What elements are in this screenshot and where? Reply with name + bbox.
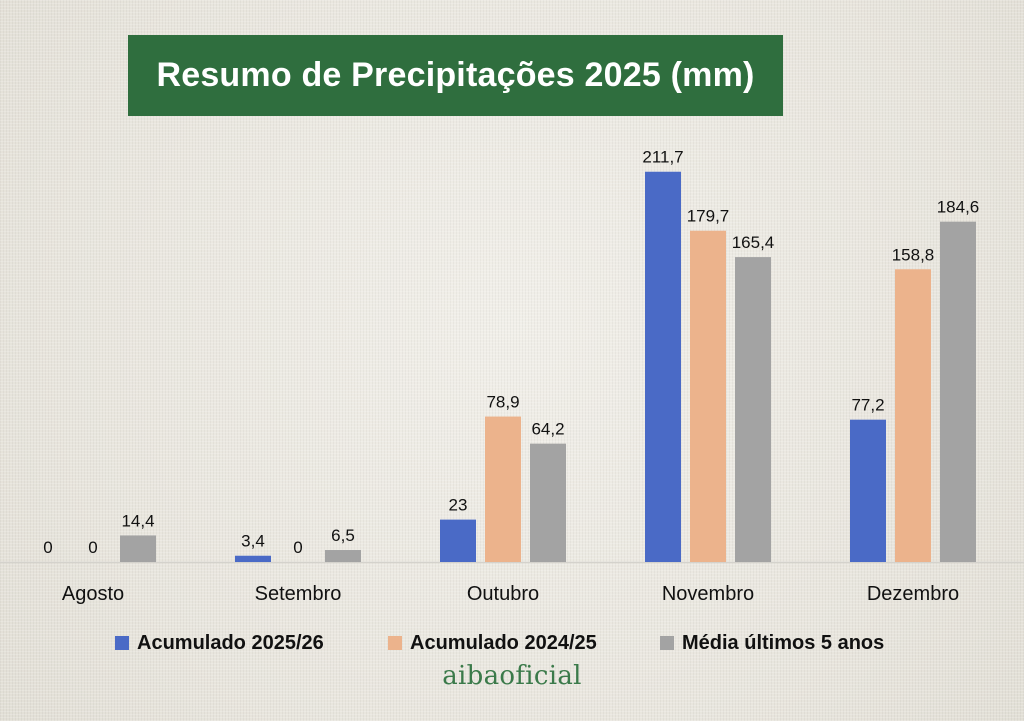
data-label: 6,5 [331,526,355,545]
bar-3-setembro [325,550,361,562]
category-label: Agosto [62,583,124,605]
data-label: 23 [449,496,468,515]
chart-title: Resumo de Precipitações 2025 (mm) [156,56,755,94]
category-label: Outubro [467,583,539,605]
bar-1-outubro [440,519,476,562]
data-label: 158,8 [892,245,935,264]
legend-swatch [115,636,129,650]
legend-swatch [388,636,402,650]
data-label: 77,2 [851,396,884,415]
bar-1-dezembro [850,419,886,562]
data-label: 3,4 [241,532,265,551]
chart-legend: Acumulado 2025/26 Acumulado 2024/25 Média … [0,628,1024,658]
bar-3-novembro [735,257,771,562]
legend-label: Média últimos 5 anos [682,631,885,654]
bar-2-novembro [690,230,726,562]
legend-item-1: Acumulado 2025/26 [115,628,324,658]
data-label: 184,6 [937,198,980,217]
bar-2-dezembro [895,269,931,562]
bar-3-outubro [530,443,566,562]
chart-title-banner: Resumo de Precipitações 2025 (mm) [128,35,783,116]
data-label: 211,7 [642,148,683,167]
bar-1-setembro [235,555,271,562]
data-label: 64,2 [531,420,564,439]
data-label: 78,9 [486,393,519,412]
legend-item-2: Acumulado 2024/25 [388,628,597,658]
category-label: Novembro [662,583,754,605]
legend-label: Acumulado 2024/25 [410,631,597,654]
bar-3-agosto [120,535,156,562]
legend-swatch [660,636,674,650]
data-label: 0 [43,538,52,557]
bar-1-novembro [645,171,681,562]
data-label: 0 [88,538,97,557]
legend-label: Acumulado 2025/26 [137,631,324,654]
watermark-aibaoficial: aibaoficial [442,661,582,691]
data-label: 0 [293,538,302,557]
bar-3-dezembro [940,221,976,563]
bar-2-outubro [485,416,521,562]
data-label: 165,4 [732,233,775,252]
category-label: Dezembro [867,583,959,605]
legend-item-3: Média últimos 5 anos [660,628,884,658]
data-label: 14,4 [121,511,154,530]
data-label: 179,7 [687,207,730,226]
category-label: Setembro [255,583,342,605]
